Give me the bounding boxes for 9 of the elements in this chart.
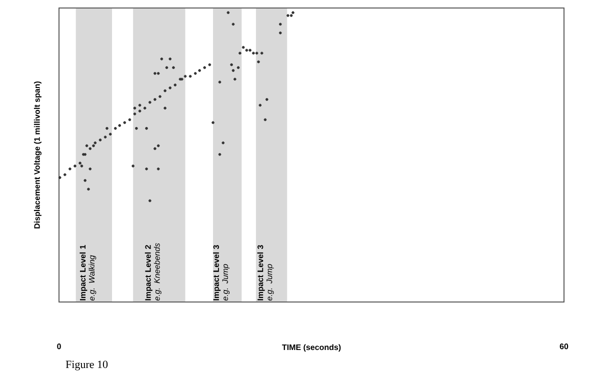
caption: Figure 10: [66, 360, 108, 370]
x-tick-label: 60: [560, 344, 568, 350]
band-label: Impact Level 1 e.g. Walking: [80, 245, 96, 301]
band-label: Impact Level 2 e.g. Kneebends: [144, 243, 162, 301]
x-axis-title: TIME (seconds): [282, 344, 341, 352]
y-axis-title: Displacement Voltage (1 millivolt span): [34, 81, 42, 228]
band-label: Impact Level 3 e.g. Jump: [213, 245, 230, 301]
band-label: Impact Level 3 e.g. Jump: [257, 245, 274, 301]
x-tick-label: 0: [57, 344, 61, 350]
